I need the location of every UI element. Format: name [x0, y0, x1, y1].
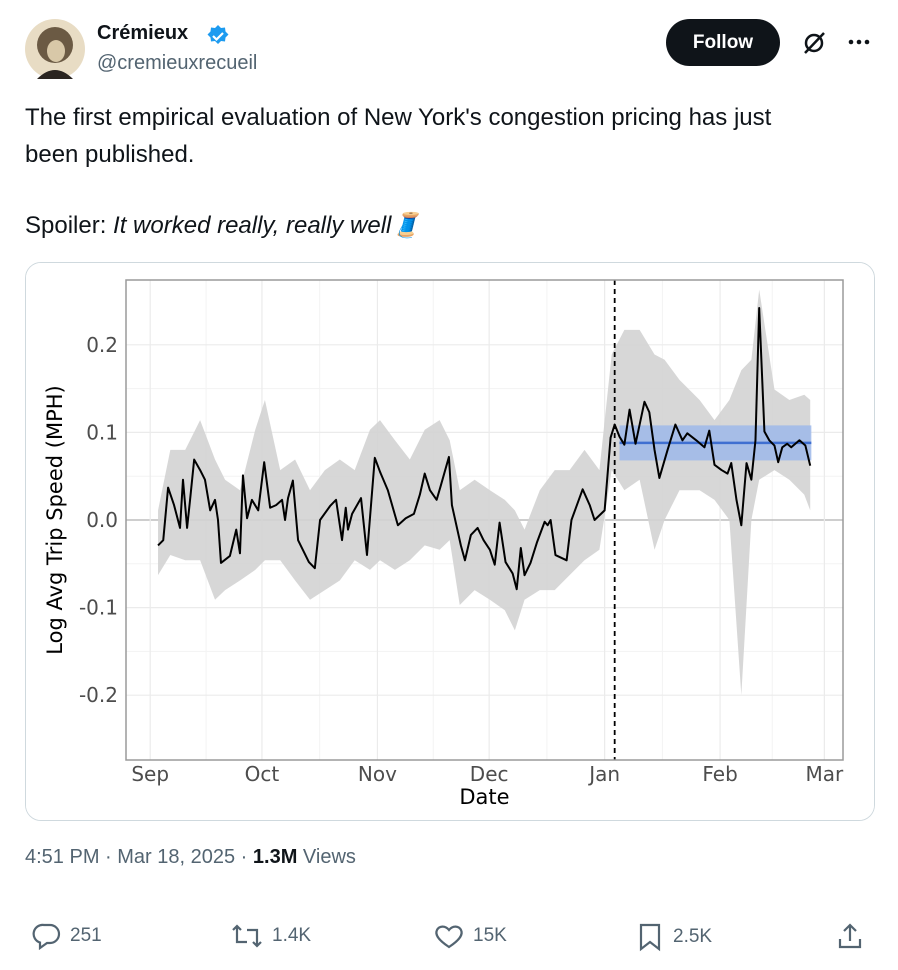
- x-tick-label: Mar: [806, 762, 845, 786]
- y-axis-label: Log Avg Trip Speed (MPH): [43, 385, 67, 654]
- x-tick-label: Jan: [587, 762, 620, 786]
- y-tick-label: -0.2: [79, 683, 118, 707]
- repost-action[interactable]: 1.4K: [230, 922, 311, 950]
- y-tick-label: 0.1: [86, 420, 118, 444]
- reply-action[interactable]: 251: [32, 922, 102, 950]
- bookmark-action[interactable]: 2.5K: [637, 922, 712, 952]
- confidence-band: [158, 289, 811, 696]
- repost-count: 1.4K: [272, 925, 312, 946]
- grok-icon[interactable]: [800, 29, 828, 57]
- x-tick-label: Oct: [245, 762, 280, 786]
- chart: -0.2 -0.1 0.0 0.1 0.2 Sep Oct Nov Dec Jan Feb Mar Da…: [26, 263, 874, 820]
- plot-border: [125, 279, 844, 761]
- like-count: 15K: [473, 925, 507, 946]
- x-tick-label: Dec: [470, 762, 509, 786]
- x-tick-label: Feb: [702, 762, 737, 786]
- repost-icon: [232, 924, 262, 948]
- like-icon: [435, 925, 463, 949]
- y-tick-label: 0.0: [86, 508, 118, 532]
- y-tick-label: 0.2: [86, 333, 118, 357]
- more-icon[interactable]: [846, 34, 874, 50]
- tweet-text: The first empirical evaluation of New Yo…: [25, 104, 772, 131]
- verified-badge: [207, 25, 229, 44]
- author-name[interactable]: Crémieux: [97, 22, 189, 44]
- view-count: 1.3M: [252, 846, 298, 868]
- bookmark-icon: [639, 923, 661, 952]
- views-label: Views: [302, 846, 356, 868]
- follow-button[interactable]: Follow: [666, 19, 780, 66]
- reply-count: 251: [70, 925, 102, 946]
- spoiler-label: Spoiler:: [25, 212, 107, 239]
- avatar[interactable]: [25, 19, 85, 79]
- tweet-meta: 4:51 PM · Mar 18, 2025 · 1.3M Views: [25, 846, 356, 869]
- spoiler-text: It worked really, really well🧵: [113, 212, 422, 239]
- bookmark-count: 2.5K: [673, 926, 713, 947]
- like-action[interactable]: 15K: [433, 922, 507, 950]
- share-icon[interactable]: [836, 922, 864, 950]
- tweet-text: Spoiler: It worked really, really well🧵: [25, 210, 421, 242]
- tweet-text: been published.: [25, 141, 195, 168]
- y-tick-label: -0.1: [79, 596, 118, 620]
- media-card[interactable]: -0.2 -0.1 0.0 0.1 0.2 Sep Oct Nov Dec Jan Feb Mar Da…: [25, 262, 875, 821]
- x-axis-label: Date: [459, 785, 509, 809]
- x-tick-label: Nov: [358, 762, 397, 786]
- data-line: [157, 307, 812, 591]
- timestamp[interactable]: 4:51 PM · Mar 18, 2025 ·: [25, 846, 248, 868]
- x-tick-label: Sep: [131, 762, 169, 786]
- author-handle[interactable]: @cremieuxrecueil: [97, 52, 258, 74]
- reply-icon: [32, 923, 61, 950]
